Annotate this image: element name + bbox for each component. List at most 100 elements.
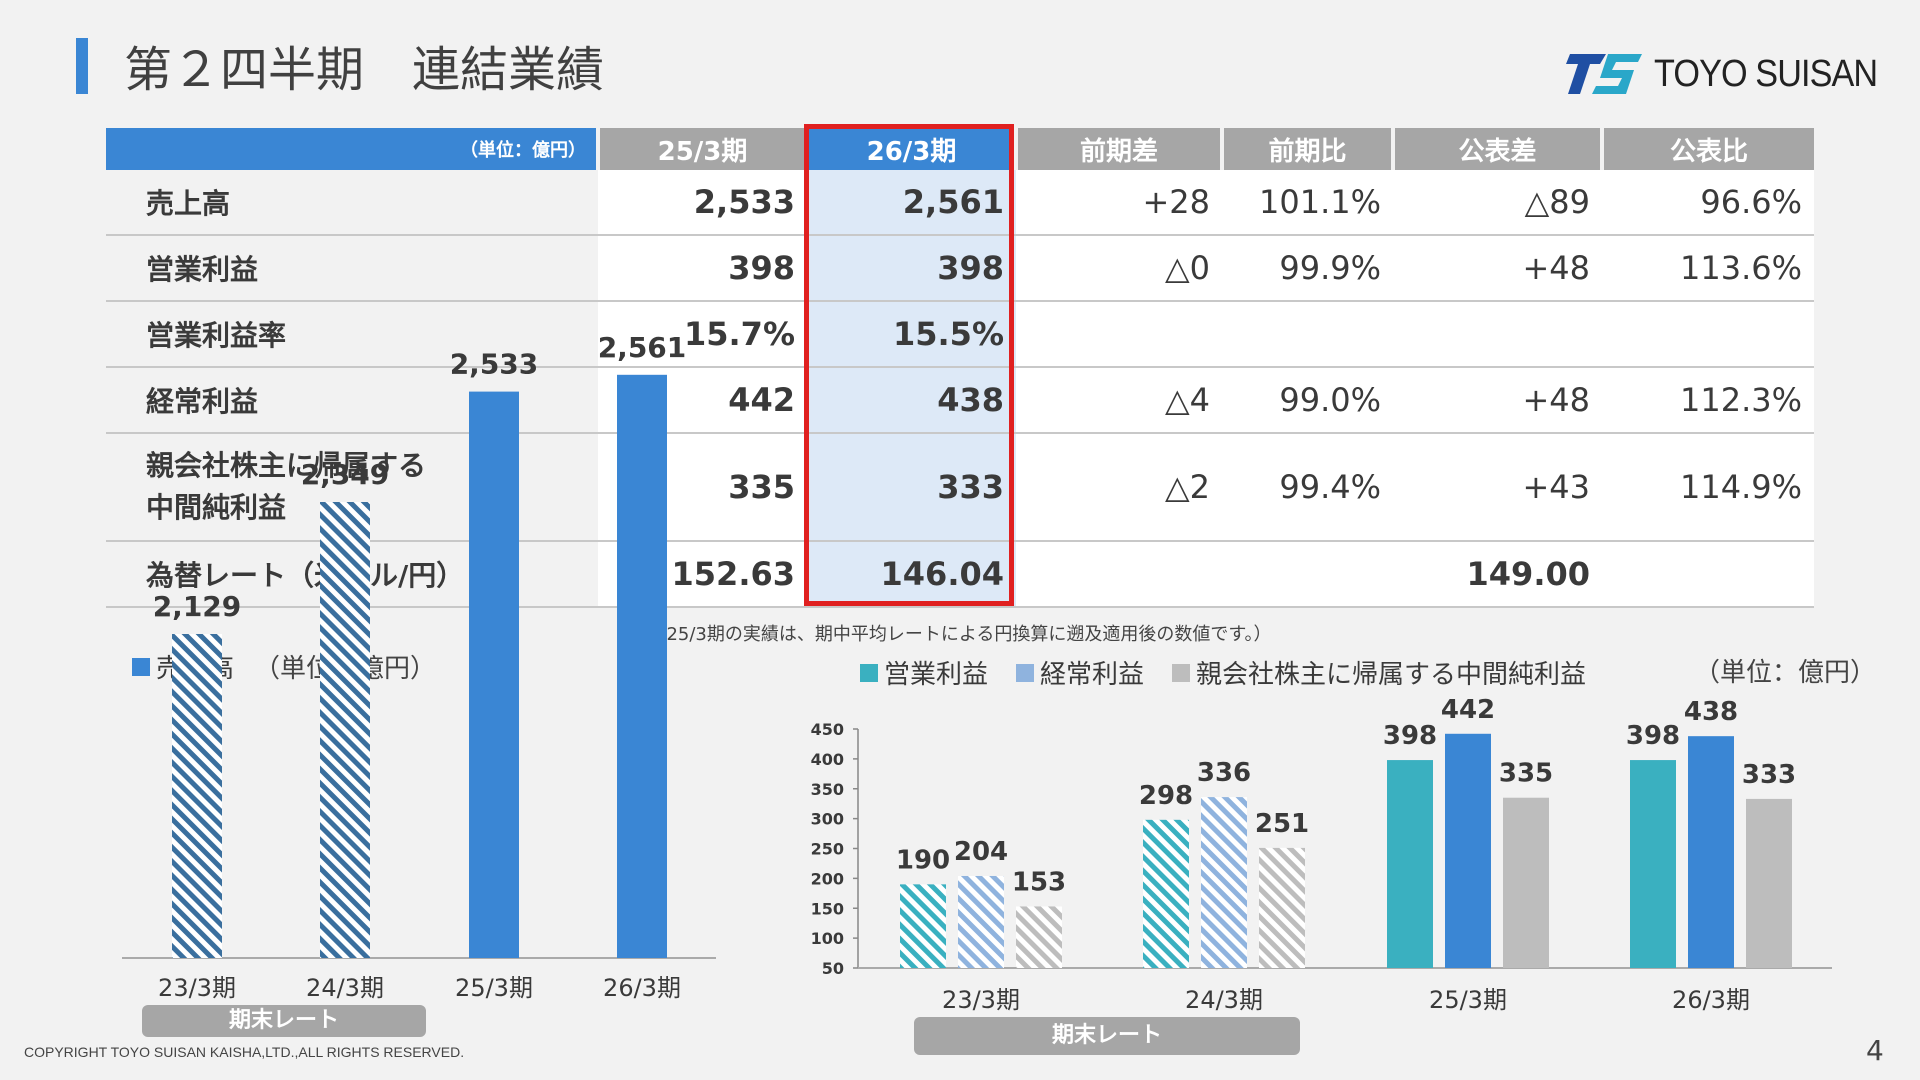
col-header: 公表差 bbox=[1391, 128, 1602, 170]
period-end-rate-pill: 期末レート bbox=[914, 1017, 1300, 1055]
cell: △89 bbox=[1393, 170, 1602, 236]
bar bbox=[1445, 733, 1491, 968]
results-table: （単位：億円） 25/3期 26/3期 前期差 前期比 公表差 公表比 売上高 … bbox=[106, 128, 1814, 608]
bar bbox=[958, 875, 1004, 968]
x-tick-label: 26/3期 bbox=[603, 974, 681, 1002]
x-tick-label: 25/3期 bbox=[1429, 986, 1507, 1014]
cell: 96.6% bbox=[1602, 170, 1814, 236]
y-tick-label: 200 bbox=[811, 869, 844, 888]
data-label: 251 bbox=[1255, 809, 1309, 839]
table-row: 営業利益 398 398 △0 99.9% +48 113.6% bbox=[106, 235, 1814, 302]
data-label: 438 bbox=[1684, 697, 1738, 727]
period-end-rate-pill: 期末レート bbox=[142, 1005, 426, 1037]
y-tick-label: 100 bbox=[811, 929, 844, 948]
data-label: 2,349 bbox=[301, 458, 390, 491]
legend-item: 親会社株主に帰属する中間純利益 bbox=[1172, 654, 1586, 691]
bar bbox=[1143, 819, 1189, 968]
data-label: 398 bbox=[1626, 721, 1680, 751]
y-tick-label: 150 bbox=[811, 899, 844, 918]
right-chart-legend: 営業利益 経常利益 親会社株主に帰属する中間純利益 bbox=[860, 654, 1614, 691]
footnote: （25/3期の実績は、期中平均レートによる円換算に遡及適用後の数値です。） bbox=[648, 624, 1272, 645]
x-tick-label: 25/3期 bbox=[455, 974, 533, 1002]
legend-label: 親会社株主に帰属する中間純利益 bbox=[1196, 660, 1587, 690]
cell bbox=[1393, 301, 1602, 368]
legend-swatch bbox=[860, 663, 878, 682]
bar bbox=[1746, 798, 1792, 968]
cell: 398 bbox=[598, 235, 807, 302]
cell: 2,533 bbox=[598, 170, 807, 236]
bar bbox=[469, 391, 519, 959]
row-label-line: 親会社株主に帰属する bbox=[146, 449, 427, 482]
title-accent-bar bbox=[76, 38, 88, 94]
cell-highlight: 398 bbox=[807, 235, 1016, 302]
page-title: 第２四半期 連結業績 bbox=[124, 42, 605, 98]
data-label: 298 bbox=[1139, 781, 1193, 811]
data-label: 335 bbox=[1499, 759, 1553, 789]
cell: +48 bbox=[1393, 367, 1602, 434]
legend-swatch bbox=[1172, 663, 1191, 682]
x-tick-label: 26/3期 bbox=[1672, 986, 1750, 1014]
cell-highlight: 15.5% bbox=[807, 301, 1016, 368]
bar bbox=[1688, 736, 1734, 968]
data-label: 2,129 bbox=[153, 590, 242, 623]
bar bbox=[617, 374, 667, 958]
cell-highlight: 438 bbox=[807, 367, 1016, 434]
data-label: 2,561 bbox=[598, 331, 687, 364]
cell bbox=[1602, 301, 1814, 368]
bar bbox=[172, 634, 222, 958]
cell bbox=[1222, 541, 1393, 608]
cell: △4 bbox=[1016, 367, 1222, 434]
legend-item: 営業利益 bbox=[860, 654, 988, 691]
table-row: 売上高 2,533 2,561 +28 101.1% △89 96.6% bbox=[106, 170, 1814, 236]
legend-label: 営業利益 bbox=[884, 660, 989, 690]
data-label: 398 bbox=[1383, 721, 1437, 751]
page-number: 4 bbox=[1866, 1034, 1884, 1067]
data-label: 190 bbox=[896, 845, 950, 875]
legend-swatch bbox=[1016, 663, 1035, 682]
col-header: 前期差 bbox=[1014, 128, 1222, 170]
data-label: 204 bbox=[954, 837, 1008, 867]
unit-label: （単位：億円） bbox=[106, 128, 598, 170]
company-logo: TOYO SUISAN bbox=[1566, 50, 1902, 98]
cell-highlight: 146.04 bbox=[807, 541, 1016, 608]
col-header: 25/3期 bbox=[596, 128, 807, 170]
cell: 112.3% bbox=[1602, 367, 1814, 434]
legend-label: 経常利益 bbox=[1040, 660, 1145, 690]
bar bbox=[900, 884, 946, 968]
data-label: 333 bbox=[1742, 760, 1796, 790]
row-label: 営業利益率 bbox=[106, 301, 598, 368]
bar bbox=[1387, 760, 1433, 968]
x-tick-label: 23/3期 bbox=[158, 974, 236, 1002]
cell bbox=[1222, 301, 1393, 368]
cell: 99.4% bbox=[1222, 433, 1393, 542]
cell: +43 bbox=[1393, 433, 1602, 542]
x-tick-label: 24/3期 bbox=[306, 974, 384, 1002]
cell: 99.9% bbox=[1222, 235, 1393, 302]
data-label: 442 bbox=[1441, 695, 1495, 725]
col-header-highlight: 26/3期 bbox=[805, 128, 1016, 170]
cell: +28 bbox=[1016, 170, 1222, 236]
col-header: 公表比 bbox=[1600, 128, 1814, 170]
row-label: 売上高 bbox=[106, 170, 598, 236]
copyright: COPYRIGHT TOYO SUISAN KAISHA,LTD.,ALL RI… bbox=[24, 1044, 465, 1060]
y-tick-label: 50 bbox=[822, 959, 844, 978]
cell: 113.6% bbox=[1602, 235, 1814, 302]
y-tick-label: 450 bbox=[811, 720, 844, 739]
table-header-row: （単位：億円） 25/3期 26/3期 前期差 前期比 公表差 公表比 bbox=[106, 128, 1814, 170]
logo-text: TOYO SUISAN bbox=[1654, 52, 1878, 95]
cell: 15.7% bbox=[598, 301, 807, 368]
cell: 114.9% bbox=[1602, 433, 1814, 542]
cell bbox=[1016, 301, 1222, 368]
data-label: 2,533 bbox=[450, 348, 539, 381]
bar bbox=[320, 502, 370, 958]
row-label: 営業利益 bbox=[106, 235, 598, 302]
bar bbox=[1201, 797, 1247, 968]
cell-highlight: 333 bbox=[807, 433, 1016, 542]
y-tick-label: 250 bbox=[811, 840, 844, 859]
cell-highlight: 2,561 bbox=[807, 170, 1016, 236]
bar bbox=[1259, 847, 1305, 968]
cell: △0 bbox=[1016, 235, 1222, 302]
data-label: 336 bbox=[1197, 758, 1251, 788]
cell: 99.0% bbox=[1222, 367, 1393, 434]
